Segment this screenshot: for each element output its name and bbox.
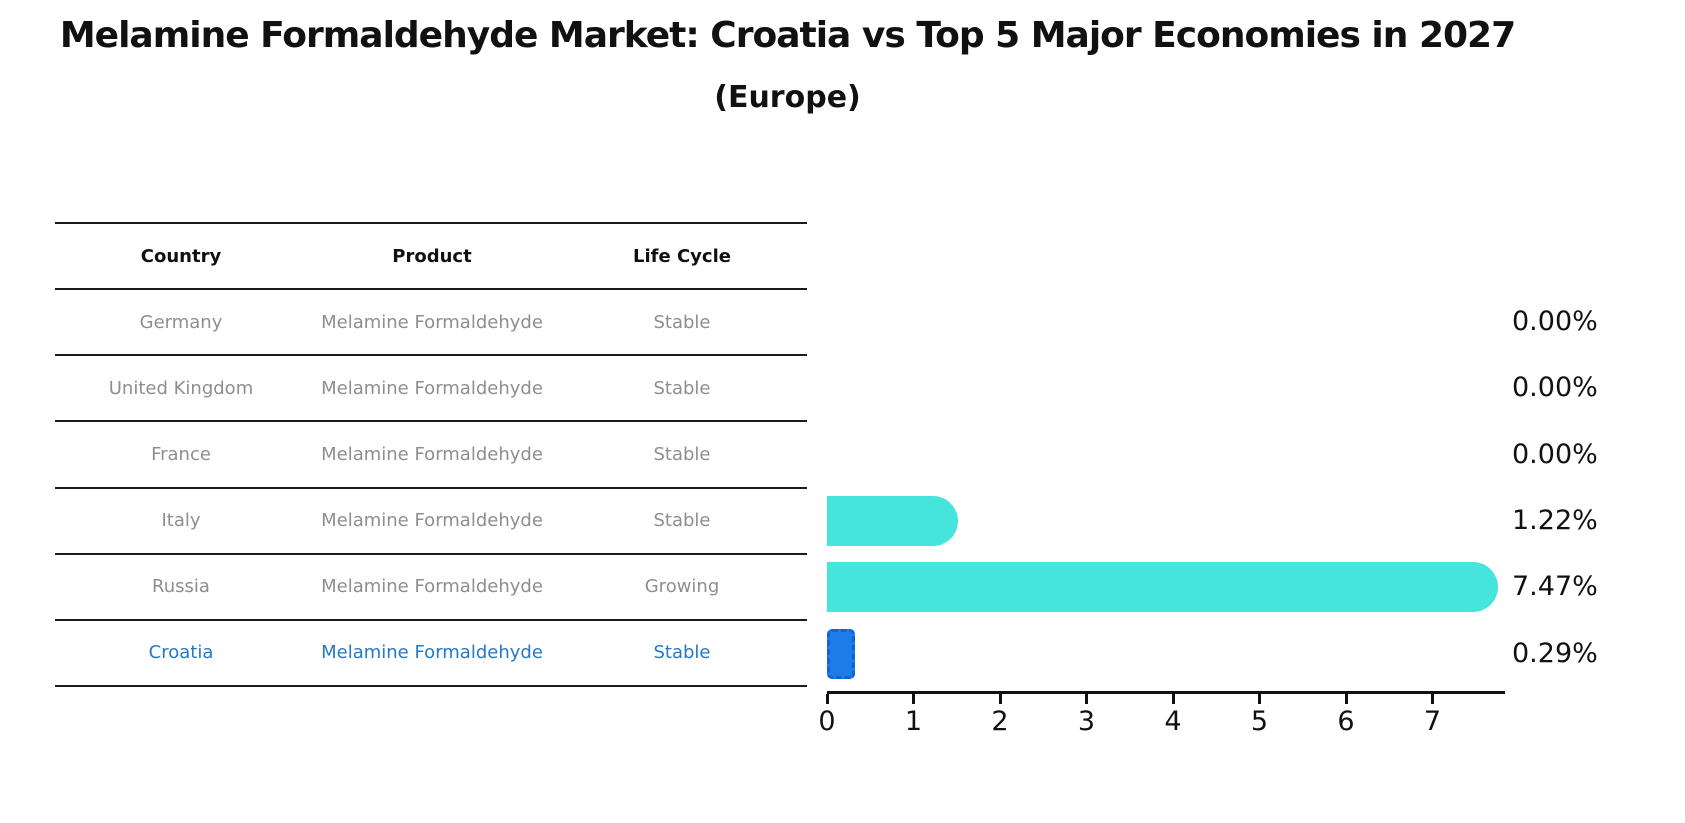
x-tick bbox=[1258, 694, 1261, 704]
table-row: United Kingdom Melamine Formaldehyde Stabl… bbox=[55, 354, 807, 420]
product-cell: Melamine Formaldehyde bbox=[321, 510, 543, 532]
x-tick bbox=[912, 694, 915, 704]
value-label: 0.00% bbox=[1512, 305, 1598, 337]
table-row: Italy Melamine Formaldehyde Stable bbox=[55, 486, 807, 553]
column-header-product: Product bbox=[392, 245, 472, 267]
country-cell: Russia bbox=[152, 576, 210, 598]
x-tick-label: 5 bbox=[1250, 706, 1269, 737]
x-tick bbox=[1431, 694, 1434, 704]
x-tick-label: 4 bbox=[1164, 706, 1182, 737]
country-cell: France bbox=[151, 443, 211, 465]
country-table: Country Product Life Cycle Germany Melami… bbox=[55, 222, 807, 687]
lifecycle-cell: Stable bbox=[653, 443, 711, 465]
country-cell: Italy bbox=[161, 510, 201, 532]
product-cell: Melamine Formaldehyde bbox=[321, 377, 543, 399]
column-header-life-cycle: Life Cycle bbox=[633, 245, 731, 267]
x-tick-label: 7 bbox=[1423, 706, 1442, 737]
chart-title: Melamine Formaldehyde Market: Croatia vs… bbox=[59, 15, 1516, 56]
lifecycle-cell: Stable bbox=[653, 377, 711, 399]
value-label: 0.29% bbox=[1512, 637, 1598, 669]
x-tick bbox=[998, 694, 1002, 704]
x-tick bbox=[1085, 694, 1088, 704]
product-cell: Melamine Formaldehyde bbox=[321, 443, 543, 465]
x-tick-label: 6 bbox=[1337, 706, 1355, 737]
bar bbox=[827, 495, 958, 546]
table-row: Croatia Melamine Formaldehyde Stable bbox=[55, 618, 807, 685]
value-label: 0.00% bbox=[1512, 438, 1598, 470]
table-row: Germany Melamine Formaldehyde Stable bbox=[55, 288, 807, 354]
lifecycle-cell: Growing bbox=[644, 576, 720, 598]
value-label: 1.22% bbox=[1512, 504, 1598, 536]
product-cell: Melamine Formaldehyde bbox=[321, 576, 543, 598]
table-row: France Melamine Formaldehyde Stable bbox=[55, 420, 807, 486]
lifecycle-cell: Stable bbox=[653, 510, 711, 532]
table-row: Russia Melamine Formaldehyde Growing bbox=[55, 552, 807, 619]
x-tick-label: 3 bbox=[1077, 706, 1096, 737]
bar-highlight bbox=[827, 628, 856, 679]
x-tick bbox=[1344, 694, 1348, 704]
x-tick-label: 2 bbox=[991, 706, 1009, 737]
x-tick bbox=[825, 694, 829, 704]
x-tick-label: 1 bbox=[904, 706, 923, 737]
lifecycle-cell: Stable bbox=[653, 311, 711, 333]
product-cell: Melamine Formaldehyde bbox=[321, 311, 543, 333]
lifecycle-cell: Stable bbox=[653, 642, 711, 664]
bar bbox=[827, 562, 1499, 613]
product-cell: Melamine Formaldehyde bbox=[321, 642, 543, 664]
x-axis-line bbox=[827, 691, 1505, 694]
column-header-country: Country bbox=[140, 245, 222, 267]
country-cell: Croatia bbox=[148, 642, 214, 664]
country-cell: Germany bbox=[139, 311, 223, 333]
x-tick bbox=[1171, 694, 1175, 704]
x-tick-label: 0 bbox=[818, 706, 836, 737]
country-cell: United Kingdom bbox=[108, 377, 254, 399]
table-header-row: Country Product Life Cycle bbox=[55, 222, 807, 288]
chart-subtitle: (Europe) bbox=[714, 80, 861, 115]
value-label: 0.00% bbox=[1512, 372, 1598, 404]
value-label: 7.47% bbox=[1512, 571, 1598, 603]
